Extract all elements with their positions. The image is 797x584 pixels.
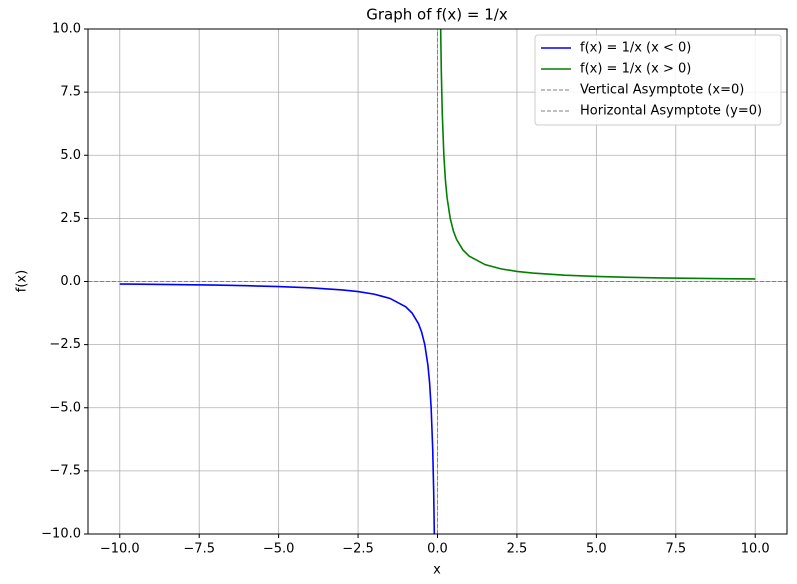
x-tick-label: 5.0 [586, 542, 607, 557]
legend-label: Horizontal Asymptote (y=0) [580, 104, 762, 119]
y-tick-label: 2.5 [60, 211, 81, 226]
series-line [439, 29, 756, 280]
x-tick-label: −2.5 [342, 542, 374, 557]
y-tick-label: −2.5 [49, 337, 81, 352]
series-line [119, 283, 436, 534]
legend-label: Vertical Asymptote (x=0) [580, 83, 744, 98]
y-tick-label: 5.0 [60, 148, 81, 163]
y-tick-label: −5.0 [49, 400, 81, 415]
y-tick-label: 10.0 [52, 22, 81, 37]
x-axis-label: x [433, 563, 441, 578]
y-tick-label: 7.5 [60, 85, 81, 100]
x-tick-label: −5.0 [263, 542, 295, 557]
x-tick-label: 2.5 [507, 542, 528, 557]
y-tick-label: −7.5 [49, 463, 81, 478]
plot-frame [87, 28, 788, 535]
legend-label: f(x) = 1/x (x > 0) [580, 62, 691, 77]
x-tick-label: 10.0 [741, 542, 770, 557]
y-axis-label: f(x) [15, 270, 30, 292]
plot-area [88, 29, 787, 534]
legend-box [534, 34, 782, 126]
x-tick-label: −10.0 [100, 542, 140, 557]
chart-title: Graph of f(x) = 1/x [366, 6, 508, 24]
x-tick-label: −7.5 [183, 542, 215, 557]
x-tick-label: 7.5 [665, 542, 686, 557]
x-tick-label: 0.0 [427, 542, 448, 557]
y-tick-label: −10.0 [41, 527, 81, 542]
y-tick-label: 0.0 [60, 274, 81, 289]
legend-label: f(x) = 1/x (x < 0) [580, 41, 691, 56]
